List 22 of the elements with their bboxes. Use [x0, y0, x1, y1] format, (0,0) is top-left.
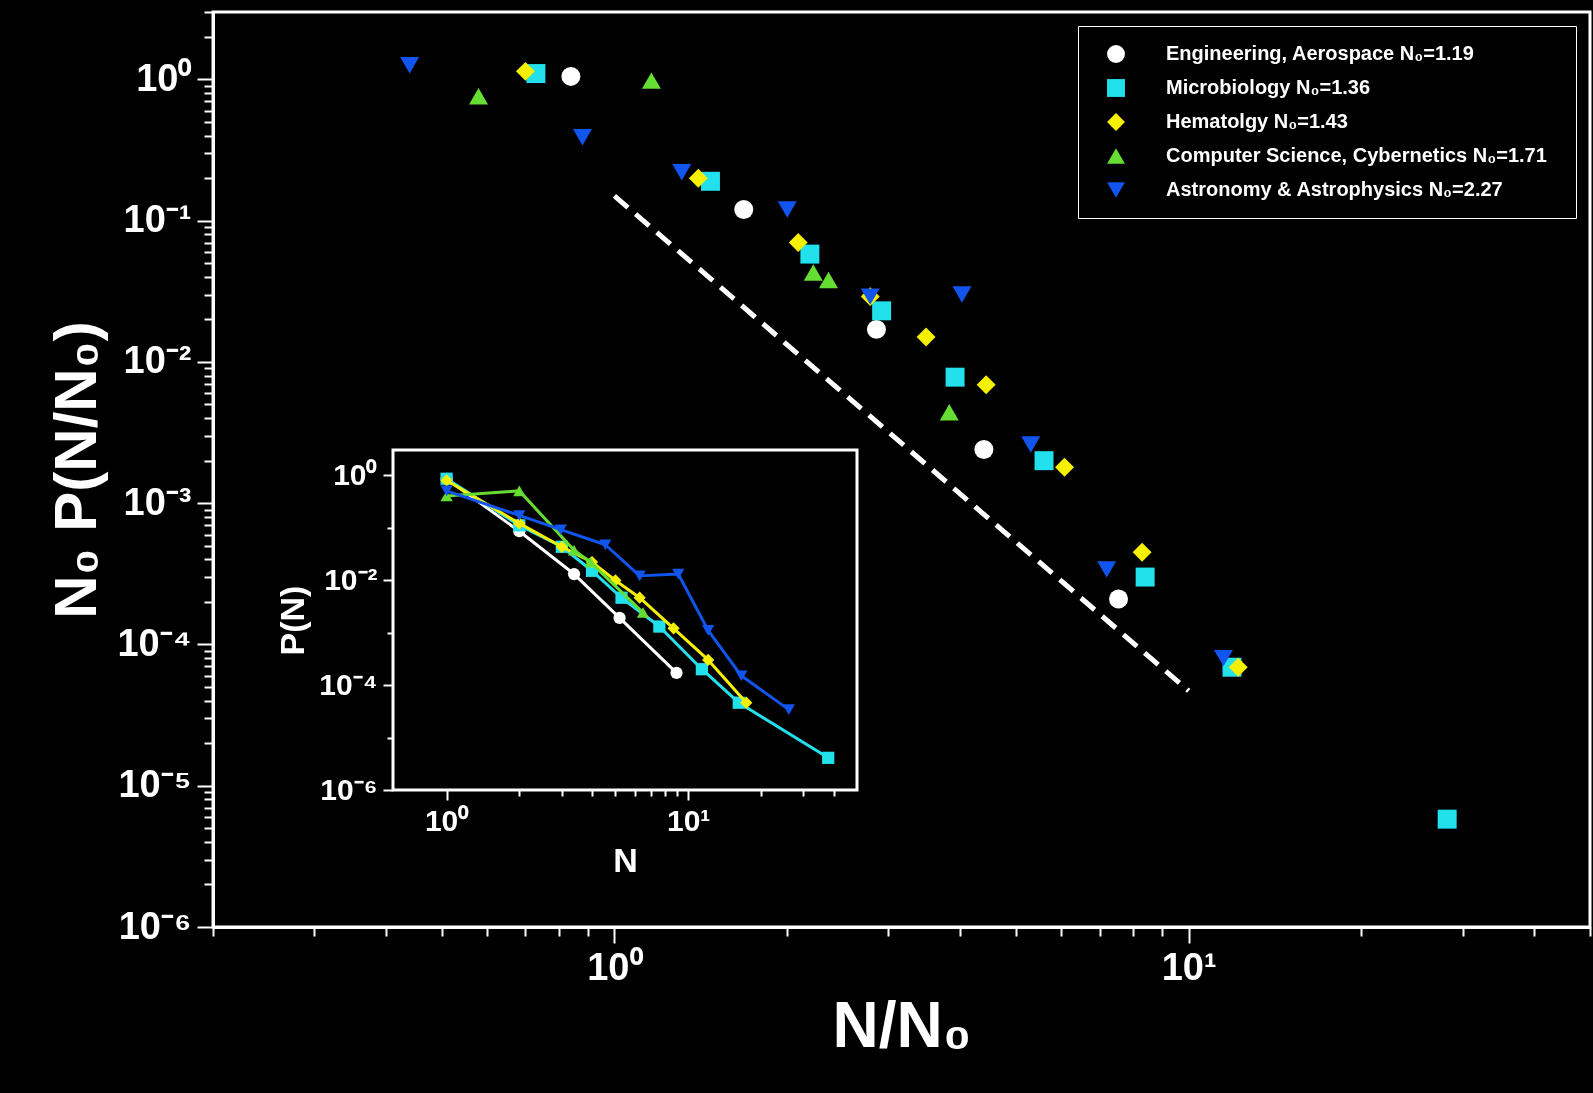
- y-axis-title: N₀ P(N/N₀): [42, 321, 110, 619]
- y-tick-label: 10⁰: [136, 56, 193, 99]
- y-axis-title: P(N): [273, 585, 312, 656]
- y-tick-label: 10⁻¹: [123, 198, 192, 241]
- y-tick-label: 10⁻⁵: [118, 763, 192, 806]
- x-tick-label: 10¹: [666, 803, 711, 837]
- legend-label: Hematolgy N₀=1.43: [1166, 110, 1348, 132]
- y-tick-label: 10⁻⁶: [320, 772, 378, 806]
- y-tick-label: 10⁻²: [123, 339, 192, 382]
- legend-label: Microbiology N₀=1.36: [1166, 76, 1371, 98]
- x-tick-label: 10¹: [1161, 945, 1217, 988]
- y-tick-label: 10⁻²: [324, 562, 378, 596]
- y-tick-label: 10⁻⁴: [319, 667, 378, 701]
- y-tick-label: 10⁻⁴: [117, 621, 192, 664]
- x-axis-title: N: [613, 840, 638, 879]
- y-tick-label: 10⁻⁶: [118, 904, 192, 947]
- legend-label: Astronomy & Astrophysics N₀=2.27: [1166, 178, 1503, 200]
- x-axis-title: N/N₀: [832, 988, 972, 1061]
- legend-label: Engineering, Aerospace N₀=1.19: [1166, 42, 1474, 64]
- y-tick-label: 10⁻³: [123, 480, 192, 523]
- y-tick-label: 10⁰: [333, 457, 378, 491]
- legend-label: Computer Science, Cybernetics N₀=1.71: [1166, 144, 1547, 166]
